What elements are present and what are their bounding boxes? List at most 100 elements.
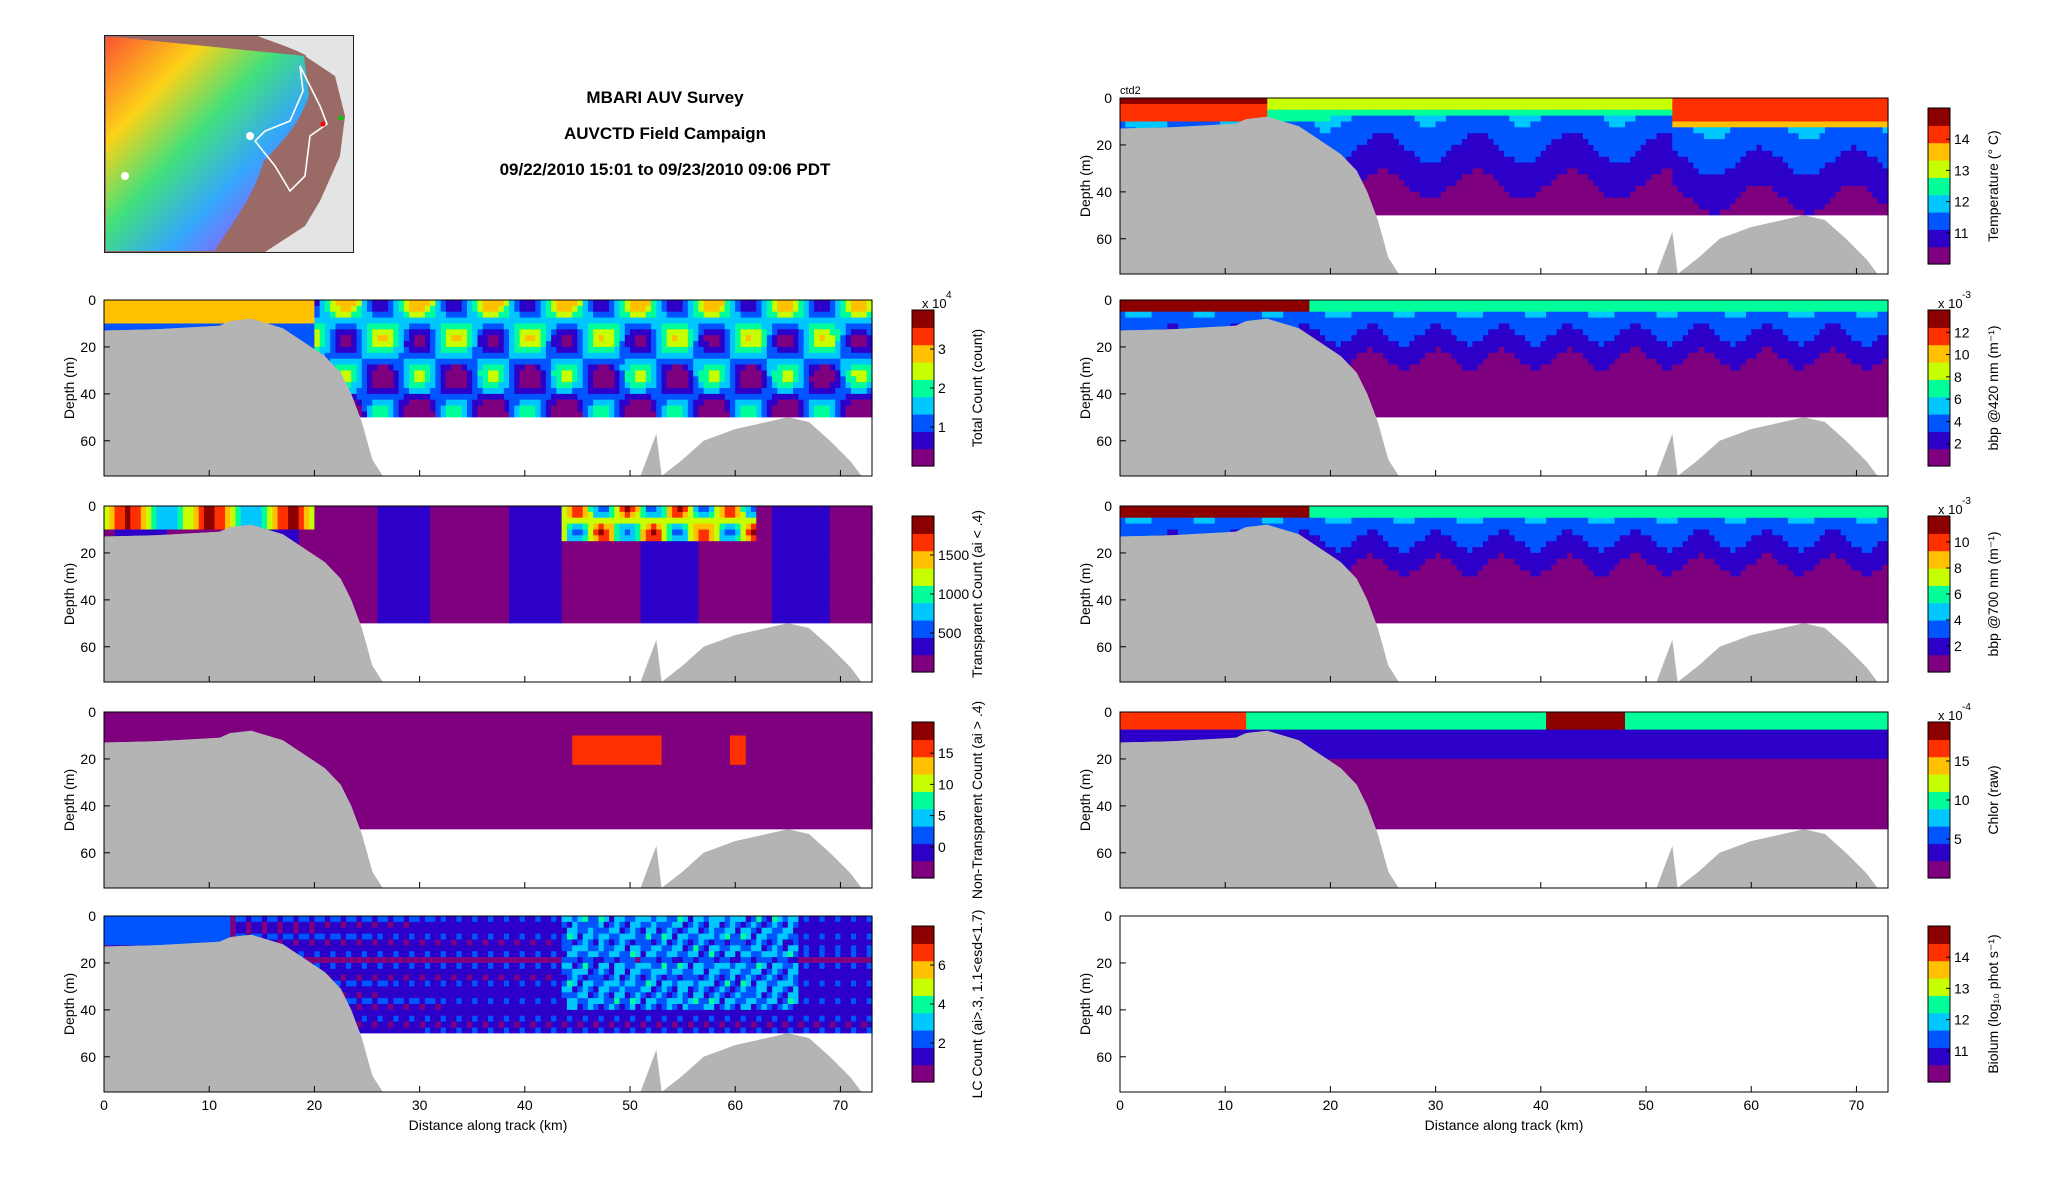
colorbar-tick: 3	[938, 341, 946, 357]
colorbar-tick: 4	[1954, 413, 1962, 429]
colorbar-tick: 11	[1954, 225, 1969, 241]
colorbar-exponent: x 10	[1938, 502, 1963, 517]
ytick-label: 40	[1096, 184, 1112, 200]
ytick-label: 20	[80, 955, 96, 971]
colorbar-tick: 4	[1954, 612, 1962, 628]
xtick-label: 20	[307, 1097, 323, 1113]
ytick-label: 60	[80, 845, 96, 861]
ytick-label: 40	[1096, 1002, 1112, 1018]
colorbar-tick: 6	[938, 957, 946, 973]
ytick-label: 0	[1104, 704, 1112, 720]
xlabel: Distance along track (km)	[1425, 1117, 1584, 1133]
ylabel: Depth (m)	[61, 973, 77, 1035]
xtick-label: 50	[622, 1097, 638, 1113]
ytick-label: 60	[80, 639, 96, 655]
ytick-label: 0	[1104, 498, 1112, 514]
ytick-label: 0	[1104, 908, 1112, 924]
ytick-label: 0	[88, 498, 96, 514]
colorbar-tick: 10	[938, 776, 954, 792]
colorbar-tick: 10	[1954, 347, 1970, 363]
plot-area	[1120, 916, 1888, 1092]
colorbar-label: Transparent Count (ai < .4)	[969, 510, 985, 678]
xtick-label: 30	[1428, 1097, 1444, 1113]
ytick-label: 20	[80, 339, 96, 355]
colorbar-tick: 13	[1954, 162, 1970, 178]
colorbar-power: -4	[1962, 702, 1971, 713]
xtick-label: 20	[1323, 1097, 1339, 1113]
xlabel: Distance along track (km)	[409, 1117, 568, 1133]
xtick-label: 70	[1849, 1097, 1865, 1113]
colorbar-lc-count: 2 4 6 LC Count (ai>.3, 1.1<esd<1.7)	[912, 910, 985, 1099]
ytick-label: 40	[80, 798, 96, 814]
ytick-label: 40	[1096, 798, 1112, 814]
ylabel: Depth (m)	[1077, 769, 1093, 831]
colorbar-tick: 8	[1954, 560, 1962, 576]
xtick-label: 10	[1217, 1097, 1233, 1113]
colorbar-tick: 12	[1954, 1012, 1970, 1028]
ytick-label: 40	[80, 386, 96, 402]
ytick-label: 60	[80, 1049, 96, 1065]
ylabel: Depth (m)	[61, 357, 77, 419]
xtick-label: 40	[1533, 1097, 1549, 1113]
ytick-label: 0	[88, 292, 96, 308]
colorbar-tick: 15	[1954, 753, 1970, 769]
ytick-label: 0	[88, 704, 96, 720]
ytick-label: 20	[1096, 137, 1112, 153]
xtick-label: 60	[1743, 1097, 1759, 1113]
colorbar-tick: 0	[938, 839, 946, 855]
colorbar-tick: 10	[1954, 534, 1970, 550]
xtick-label: 30	[412, 1097, 428, 1113]
colorbar-power: 4	[946, 290, 952, 301]
xtick-label: 0	[100, 1097, 108, 1113]
colorbar-label: Non-Transparent Count (ai > .4)	[969, 701, 985, 899]
colorbar-tick: 4	[938, 996, 946, 1012]
colorbar-tick: 2	[1954, 638, 1962, 654]
ytick-label: 20	[1096, 545, 1112, 561]
ylabel: Depth (m)	[1077, 973, 1093, 1035]
ylabel: Depth (m)	[61, 769, 77, 831]
colorbar-tick: 2	[938, 1035, 946, 1051]
ytick-label: 20	[1096, 751, 1112, 767]
colorbar-exponent: x 10	[1938, 296, 1963, 311]
ytick-label: 20	[80, 751, 96, 767]
ylabel: Depth (m)	[1077, 563, 1093, 625]
ytick-label: 40	[1096, 386, 1112, 402]
ytick-label: 20	[1096, 339, 1112, 355]
colorbar-tick: 6	[1954, 391, 1962, 407]
colorbar-tick: 1000	[938, 586, 969, 602]
colorbar-tick: 14	[1954, 131, 1970, 147]
colorbar-tick: 11	[1954, 1043, 1969, 1059]
colorbar-tick: 12	[1954, 324, 1970, 340]
ylabel: Depth (m)	[1077, 155, 1093, 217]
ytick-label: 60	[1096, 845, 1112, 861]
colorbar-tick: 14	[1954, 949, 1970, 965]
colorbar-tick: 8	[1954, 369, 1962, 385]
colorbar-power: -3	[1962, 290, 1971, 301]
colorbar-tick: 13	[1954, 980, 1970, 996]
colorbar-tick: 10	[1954, 792, 1970, 808]
ytick-label: 60	[1096, 231, 1112, 247]
ytick-label: 0	[1104, 292, 1112, 308]
colorbar-tick: 5	[938, 808, 946, 824]
ytick-label: 60	[1096, 1049, 1112, 1065]
colorbar-tick: 500	[938, 625, 962, 641]
ytick-label: 60	[1096, 433, 1112, 449]
colorbar-label: LC Count (ai>.3, 1.1<esd<1.7)	[969, 910, 985, 1099]
colorbar-tick: 12	[1954, 194, 1970, 210]
xtick-label: 10	[201, 1097, 217, 1113]
